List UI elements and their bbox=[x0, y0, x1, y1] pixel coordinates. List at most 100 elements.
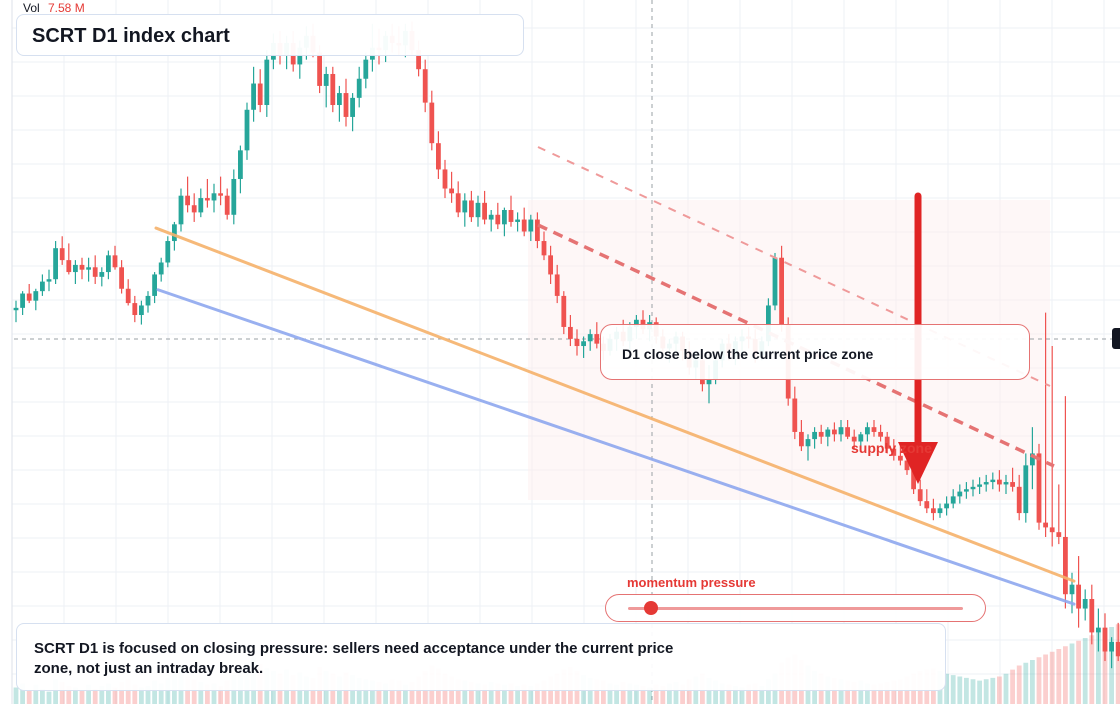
volume-bar bbox=[634, 684, 639, 704]
candle-body bbox=[772, 257, 778, 306]
candle-body bbox=[805, 439, 811, 447]
candle-body bbox=[1102, 627, 1108, 652]
volume-bar bbox=[191, 679, 197, 704]
volume-bar bbox=[73, 687, 78, 704]
candle-body bbox=[59, 248, 65, 261]
candle-body bbox=[224, 195, 230, 215]
candle-body bbox=[535, 219, 540, 242]
candle-body bbox=[1016, 486, 1022, 514]
volume-bar bbox=[132, 684, 138, 704]
volume-bar bbox=[106, 683, 111, 704]
volume-bar bbox=[205, 684, 210, 704]
volume-bar bbox=[1063, 646, 1068, 704]
volume-bar bbox=[752, 683, 758, 704]
candle-body bbox=[858, 434, 864, 442]
candle-body bbox=[548, 255, 553, 275]
candle-body bbox=[931, 508, 936, 514]
volume-bar bbox=[601, 680, 606, 704]
volume-bar bbox=[59, 682, 65, 704]
candle-body bbox=[264, 59, 270, 106]
volume-bar bbox=[1076, 640, 1081, 704]
candle-body bbox=[317, 52, 322, 86]
momentum-label: momentum pressure bbox=[627, 575, 756, 590]
volume-bar bbox=[396, 680, 402, 704]
trendline bbox=[154, 226, 1076, 583]
candle-body bbox=[1082, 598, 1088, 609]
candle-body bbox=[488, 214, 494, 220]
volume-bar bbox=[1023, 662, 1029, 704]
candle-body bbox=[191, 205, 197, 213]
candle-body bbox=[99, 272, 105, 277]
candle-body bbox=[865, 427, 870, 435]
volume-bar bbox=[733, 686, 738, 704]
candle-body bbox=[818, 431, 824, 437]
volume-bar bbox=[495, 683, 501, 704]
candle-body bbox=[323, 73, 329, 86]
volume-bar bbox=[627, 683, 633, 704]
volume-bar bbox=[488, 682, 494, 704]
volume-bar bbox=[224, 680, 230, 704]
volume-bar bbox=[46, 691, 52, 704]
candle-body bbox=[581, 341, 586, 347]
candle-body bbox=[997, 479, 1002, 485]
volume-bar bbox=[99, 686, 105, 704]
volume-bar bbox=[1010, 669, 1015, 704]
candle-body bbox=[541, 241, 547, 256]
candle-body bbox=[462, 200, 468, 213]
volume-bar bbox=[198, 682, 204, 704]
volume-bar bbox=[647, 687, 652, 704]
candle-body bbox=[957, 491, 963, 497]
volume-bar bbox=[145, 686, 151, 704]
candle-body bbox=[1115, 641, 1120, 657]
candle-body bbox=[152, 274, 157, 296]
momentum-knob bbox=[644, 601, 658, 615]
candle-body bbox=[231, 178, 237, 215]
candle-body bbox=[594, 334, 600, 344]
candle-body bbox=[825, 429, 831, 437]
candle-body bbox=[706, 379, 712, 385]
candle-body bbox=[1069, 584, 1075, 595]
volume-bar bbox=[713, 680, 718, 704]
candle-body bbox=[911, 470, 916, 490]
candle-body bbox=[990, 479, 996, 483]
candle-body bbox=[904, 460, 910, 471]
volume-bar bbox=[515, 686, 520, 704]
candle-body bbox=[350, 97, 355, 117]
candle-body bbox=[422, 69, 428, 103]
volume-bar bbox=[1115, 624, 1120, 704]
volume-bar bbox=[541, 680, 547, 704]
candle-body bbox=[792, 398, 798, 432]
candle-body bbox=[898, 455, 903, 461]
candle-body bbox=[944, 503, 949, 509]
volume-bar bbox=[680, 684, 685, 704]
candle-body bbox=[521, 219, 527, 232]
channel-lower-dashed-line bbox=[537, 223, 1055, 468]
down-arrow-head bbox=[898, 442, 938, 484]
candle-body bbox=[455, 193, 461, 213]
candle-body bbox=[26, 293, 32, 301]
volume-bar bbox=[1049, 651, 1055, 704]
volume-bar bbox=[13, 687, 19, 704]
volume-bar bbox=[726, 684, 732, 704]
candle-body bbox=[515, 219, 520, 222]
volume-bar bbox=[1036, 657, 1042, 704]
volume-bar bbox=[871, 684, 877, 704]
candle-body bbox=[73, 264, 78, 273]
candle-body bbox=[502, 210, 507, 225]
candle-body bbox=[429, 102, 435, 144]
volume-bar bbox=[211, 683, 217, 704]
momentum-gauge bbox=[605, 594, 986, 622]
volume-bar bbox=[218, 686, 223, 704]
candle-body bbox=[1003, 482, 1009, 485]
volume-value: 7.58 M bbox=[48, 1, 85, 15]
volume-bar bbox=[845, 680, 850, 704]
volume-label: Vol bbox=[23, 1, 40, 15]
momentum-track bbox=[628, 607, 963, 610]
candle-body bbox=[1089, 598, 1095, 633]
candle-body bbox=[1109, 641, 1114, 652]
volume-bar bbox=[950, 675, 956, 704]
volume-bar bbox=[1096, 632, 1101, 704]
candle-body bbox=[554, 274, 560, 296]
volume-bar bbox=[719, 683, 725, 704]
volume-bar bbox=[409, 682, 415, 704]
